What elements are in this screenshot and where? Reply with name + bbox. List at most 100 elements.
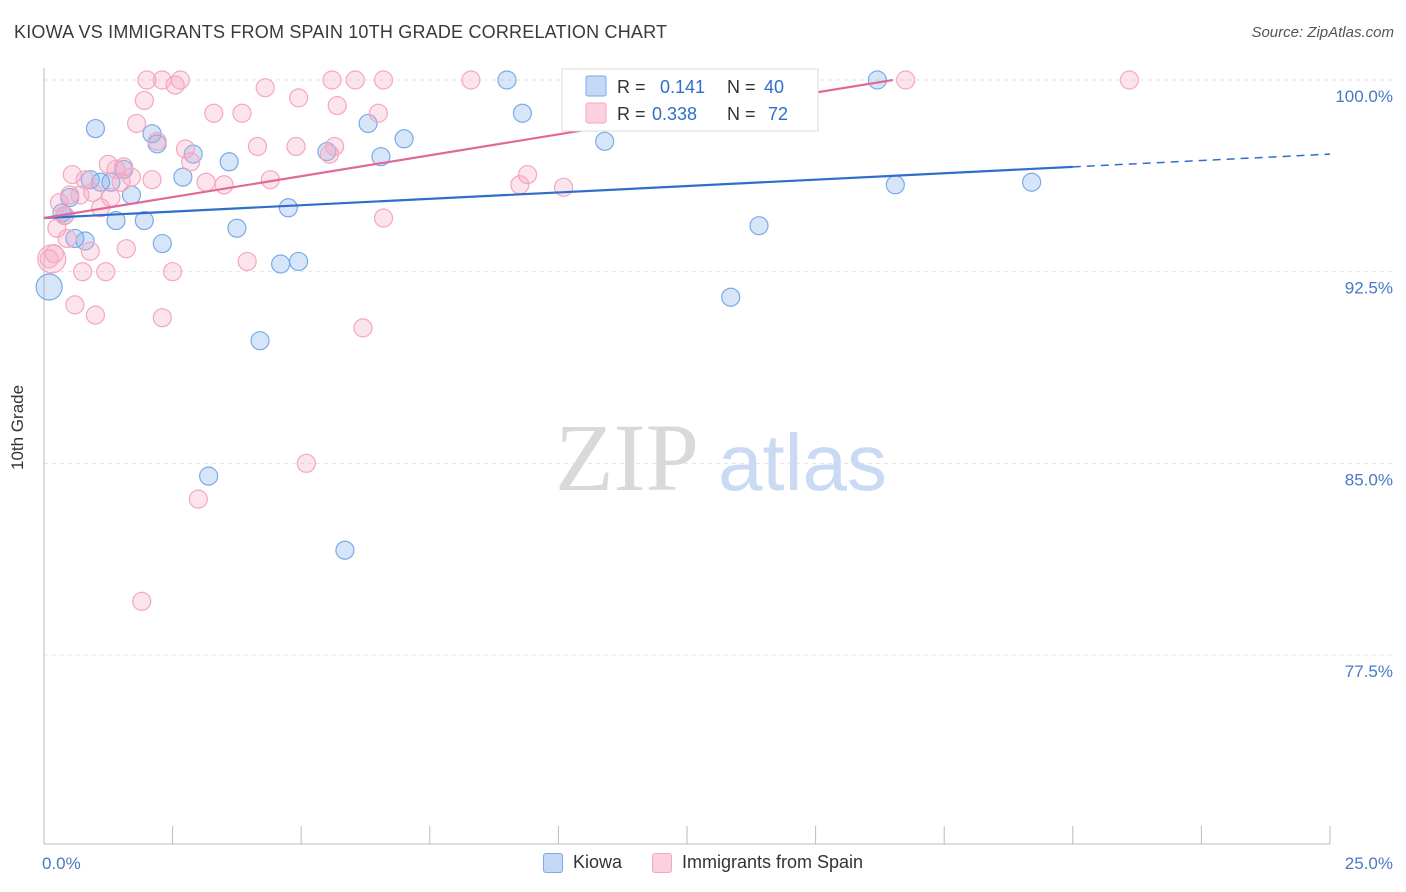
- spain-point-cluster: [37, 244, 67, 274]
- spain-point-32: [163, 262, 183, 282]
- gridlines: [44, 79, 1395, 656]
- spain-point-27: [137, 70, 157, 90]
- legend-item-spain[interactable]: Immigrants from Spain: [651, 852, 864, 873]
- spain-point-5: [57, 228, 77, 249]
- spain-point-22: [116, 239, 136, 259]
- spain-point-48: [296, 453, 316, 473]
- spain-point-41: [232, 103, 252, 123]
- kiowa-point-19: [199, 466, 219, 486]
- y-tick-label-2: 92.5%: [1345, 279, 1393, 298]
- kiowa-point-0: [35, 273, 63, 301]
- y-tick-label-3: 100.0%: [1335, 87, 1393, 106]
- legend-r-value-spain: 0.338: [652, 104, 697, 124]
- spain-point-40: [214, 175, 234, 195]
- spain-point-56: [373, 208, 394, 228]
- chart-title: KIOWA VS IMMIGRANTS FROM SPAIN 10TH GRAD…: [14, 22, 668, 42]
- spain-point-63: [896, 70, 916, 90]
- legend-n-label-spain: N =: [727, 104, 756, 124]
- kiowa-point-10: [106, 210, 126, 231]
- kiowa-trend-line: [43, 165, 1073, 220]
- kiowa-point-34: [721, 287, 741, 307]
- legend-marker-kiowa: [542, 852, 563, 873]
- spain-point-38: [196, 172, 216, 192]
- spain-point-10: [72, 262, 93, 282]
- y-tick-label-1: 85.0%: [1345, 470, 1393, 489]
- kiowa-point-8: [90, 172, 111, 192]
- watermark-zip: ZIP: [555, 404, 699, 511]
- spain-point-33: [165, 75, 185, 95]
- kiowa-point-27: [335, 540, 355, 560]
- spain-point-18: [101, 187, 121, 208]
- spain-point-37: [188, 489, 208, 509]
- spain-point-19: [106, 159, 126, 180]
- spain-point-16: [96, 262, 116, 282]
- axes: [43, 68, 1331, 845]
- legend-label-spain: Immigrants from Spain: [681, 852, 864, 872]
- spain-point-13: [83, 182, 103, 203]
- spain-point-64: [1119, 70, 1139, 90]
- kiowa-point-28: [358, 113, 378, 134]
- spain-point-57: [373, 70, 394, 90]
- y-tick-labels: 77.5% 85.0% 92.5% 100.0%: [1335, 87, 1393, 681]
- spain-point-54: [353, 318, 373, 338]
- legend-n-value-kiowa: 40: [764, 77, 784, 97]
- spain-point-47: [289, 88, 309, 108]
- kiowa-point-17: [173, 167, 193, 187]
- spain-point-53: [345, 70, 365, 90]
- kiowa-point-35: [749, 216, 769, 236]
- spain-point-24: [126, 113, 147, 134]
- kiowa-point-33: [595, 131, 615, 151]
- legend-r-value-kiowa: 0.141: [660, 77, 705, 97]
- kiowa-point-31: [497, 70, 517, 90]
- spain-point-23: [121, 167, 142, 187]
- kiowa-point-20: [219, 152, 239, 172]
- legend-label-kiowa: Kiowa: [572, 852, 622, 872]
- kiowa-point-37: [885, 175, 905, 195]
- spain-point-58: [461, 70, 481, 90]
- chart-source: Source: ZipAtlas.com: [1251, 24, 1394, 41]
- x-tick-labels: 0.0% 25.0%: [42, 854, 1393, 873]
- kiowa-point-32: [512, 103, 532, 123]
- kiowa-point-16: [152, 233, 172, 254]
- legend-swatch-spain: [585, 102, 607, 124]
- watermark: ZIP atlas: [555, 404, 887, 511]
- spain-point-60: [517, 164, 538, 185]
- spain-point-50: [325, 136, 345, 157]
- spain-point-51: [322, 70, 342, 90]
- spain-point-28: [142, 170, 162, 190]
- spain-point-14: [85, 305, 106, 325]
- spain-point-8: [65, 295, 85, 315]
- series-legend: Kiowa Immigrants from Spain: [0, 852, 1406, 873]
- kiowa-point-7: [85, 118, 106, 139]
- x-tick-label-min: 0.0%: [42, 854, 81, 873]
- spain-point-31: [152, 308, 172, 328]
- kiowa-point-22: [250, 331, 270, 351]
- legend-item-kiowa[interactable]: Kiowa: [542, 852, 622, 873]
- spain-point-35: [175, 139, 196, 159]
- legend-r-label-kiowa: R =: [617, 77, 646, 97]
- kiowa-point-23: [271, 254, 291, 274]
- kiowa-point-29: [371, 147, 391, 167]
- spain-point-20: [111, 172, 131, 192]
- spain-point-36: [181, 152, 201, 172]
- y-tick-label-0: 77.5%: [1345, 662, 1393, 681]
- spain-point-39: [204, 103, 224, 123]
- spain-point-26: [134, 90, 154, 111]
- stats-legend: R = 0.141 N = 40 R = 0.338 N = 72: [561, 68, 819, 132]
- spain-point-44: [255, 78, 275, 98]
- spain-point-29: [147, 131, 167, 151]
- spain-point-55: [368, 103, 388, 123]
- legend-n-label-kiowa: N =: [727, 77, 756, 97]
- kiowa-point-21: [227, 218, 247, 238]
- spain-point-12: [80, 241, 100, 261]
- kiowa-point-13: [134, 210, 154, 231]
- spain-point-25: [132, 591, 152, 611]
- legend-swatch-kiowa: [585, 75, 607, 97]
- legend-marker-spain: [651, 852, 672, 873]
- x-tick-label-max: 25.0%: [1345, 854, 1393, 873]
- kiowa-trend-extension: [1072, 153, 1331, 168]
- legend-n-value-spain: 72: [768, 104, 788, 124]
- spain-point-46: [286, 136, 306, 157]
- watermark-atlas: atlas: [718, 418, 887, 507]
